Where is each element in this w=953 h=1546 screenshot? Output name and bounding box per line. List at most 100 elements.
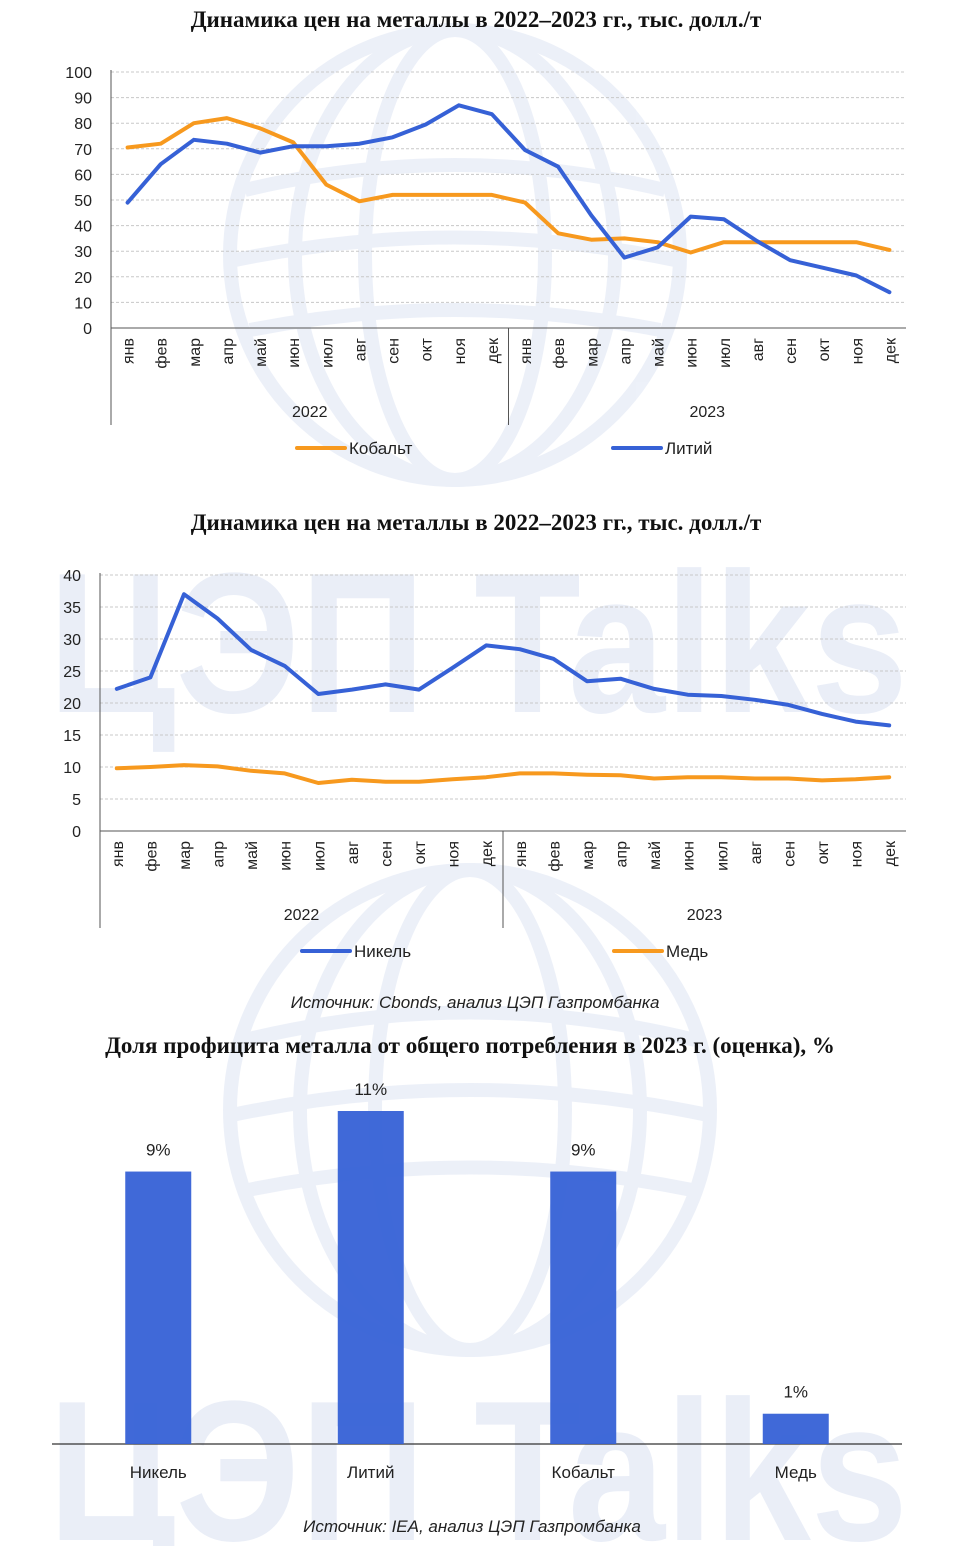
x-tick-label: фев (143, 841, 160, 872)
x-tick-label: мар (584, 338, 601, 367)
x-tick-label: мар (580, 841, 597, 870)
series-line (114, 592, 892, 728)
x-tick-label: май (651, 338, 668, 367)
y-tick-label: 40 (74, 219, 92, 236)
x-tick-label: мар (187, 338, 204, 367)
y-tick-label: 25 (63, 664, 81, 681)
chart-surplus-share: Доля профицита металла от общего потребл… (52, 1033, 902, 1482)
x-tick-label: окт (412, 840, 429, 864)
x-tick-label: мар (177, 841, 194, 870)
x-tick-label: дек (882, 337, 899, 363)
x-tick-label: июл (714, 841, 731, 871)
y-tick-label: 70 (74, 142, 92, 159)
x-tick-label: Литий (347, 1463, 394, 1482)
y-tick-label: 0 (72, 824, 81, 841)
x-tick-label: сен (378, 841, 395, 867)
watermark: ЦЭП Talks ЦЭП Talks (48, 23, 908, 1546)
legend-label: Литий (665, 439, 712, 458)
x-tick-label: ноя (446, 841, 463, 867)
y-tick-label: 20 (74, 270, 92, 287)
chart-nickel-copper: Динамика цен на металлы в 2022–2023 гг.,… (63, 510, 906, 961)
x-tick-label: июн (278, 841, 295, 871)
x-tick-label: июл (319, 338, 336, 368)
x-tick-label: янв (121, 338, 138, 364)
globe-watermark-icon (223, 23, 687, 487)
x-tick-label: апр (617, 338, 634, 365)
x-tick-label: июл (311, 841, 328, 871)
x-tick-label: ноя (849, 338, 866, 364)
x-tick-label: авг (748, 841, 765, 864)
x-tick-label: июн (681, 841, 698, 871)
bar (762, 1413, 829, 1444)
x-tick-label: апр (211, 841, 228, 868)
y-tick-label: 0 (83, 321, 92, 338)
y-tick-label: 20 (63, 696, 81, 713)
legend-label: Медь (666, 942, 708, 961)
data-label: 11% (354, 1080, 387, 1099)
x-tick-label: Медь (775, 1463, 817, 1482)
x-tick-label: июн (286, 338, 303, 368)
data-label: 9% (146, 1141, 171, 1160)
series-line (114, 763, 892, 785)
x-tick-label: фев (546, 841, 563, 872)
source-note: Источник: IEA, анализ ЦЭП Газпромбанка (303, 1517, 641, 1536)
y-tick-label: 15 (63, 728, 81, 745)
brand-watermark: ЦЭП Talks (48, 532, 908, 755)
y-tick-label: 10 (63, 760, 81, 777)
y-tick-label: 30 (74, 244, 92, 261)
x-tick-label: окт (816, 337, 833, 361)
x-tick-label: авг (345, 841, 362, 864)
chart-lithium-cobalt: Динамика цен на металлы в 2022–2023 гг.,… (65, 7, 906, 458)
y-tick-label: 30 (63, 632, 81, 649)
x-tick-label: дек (485, 337, 502, 363)
y-tick-label: 80 (74, 116, 92, 133)
chart-title: Доля профицита металла от общего потребл… (105, 1033, 835, 1058)
globe-watermark-icon (223, 863, 717, 1357)
x-tick-label: ноя (452, 338, 469, 364)
x-tick-label: апр (614, 841, 631, 868)
x-tick-label: сен (783, 338, 800, 364)
x-tick-label: фев (154, 338, 171, 369)
x-tick-label: авг (352, 338, 369, 361)
x-tick-label: май (647, 841, 664, 870)
legend-label: Кобальт (349, 439, 413, 458)
x-tick-label: дек (479, 840, 496, 866)
bar (125, 1171, 192, 1444)
y-tick-label: 90 (74, 91, 92, 108)
x-group-label: 2023 (689, 404, 725, 421)
x-tick-label: сен (781, 841, 798, 867)
chart-title: Динамика цен на металлы в 2022–2023 гг.,… (191, 510, 762, 535)
x-tick-label: янв (110, 841, 127, 867)
y-tick-label: 5 (72, 792, 81, 809)
data-label: 9% (571, 1141, 596, 1160)
source-note: Источник: Cbonds, анализ ЦЭП Газпромбанк… (291, 993, 660, 1012)
x-group-label: 2023 (687, 907, 723, 924)
x-group-label: 2022 (284, 907, 320, 924)
y-tick-label: 100 (65, 65, 92, 82)
brand-watermark: ЦЭП Talks (48, 1360, 908, 1546)
x-tick-label: Никель (130, 1463, 187, 1482)
x-tick-label: ноя (849, 841, 866, 867)
y-tick-label: 50 (74, 193, 92, 210)
x-tick-label: Кобальт (552, 1463, 616, 1482)
series-line (125, 103, 892, 295)
bar (550, 1171, 617, 1444)
x-tick-label: дек (882, 840, 899, 866)
y-tick-label: 35 (63, 600, 81, 617)
x-tick-label: окт (419, 337, 436, 361)
x-tick-label: фев (551, 338, 568, 369)
data-label: 1% (783, 1383, 808, 1402)
legend-label: Никель (354, 942, 411, 961)
bar (337, 1111, 404, 1444)
y-tick-label: 60 (74, 167, 92, 184)
y-tick-label: 40 (63, 568, 81, 585)
x-tick-label: май (244, 841, 261, 870)
chart-title: Динамика цен на металлы в 2022–2023 гг.,… (191, 7, 762, 32)
x-group-label: 2022 (292, 404, 328, 421)
x-tick-label: янв (518, 338, 535, 364)
x-tick-label: май (253, 338, 270, 367)
x-tick-label: сен (386, 338, 403, 364)
x-tick-label: янв (513, 841, 530, 867)
x-tick-label: июн (684, 338, 701, 368)
